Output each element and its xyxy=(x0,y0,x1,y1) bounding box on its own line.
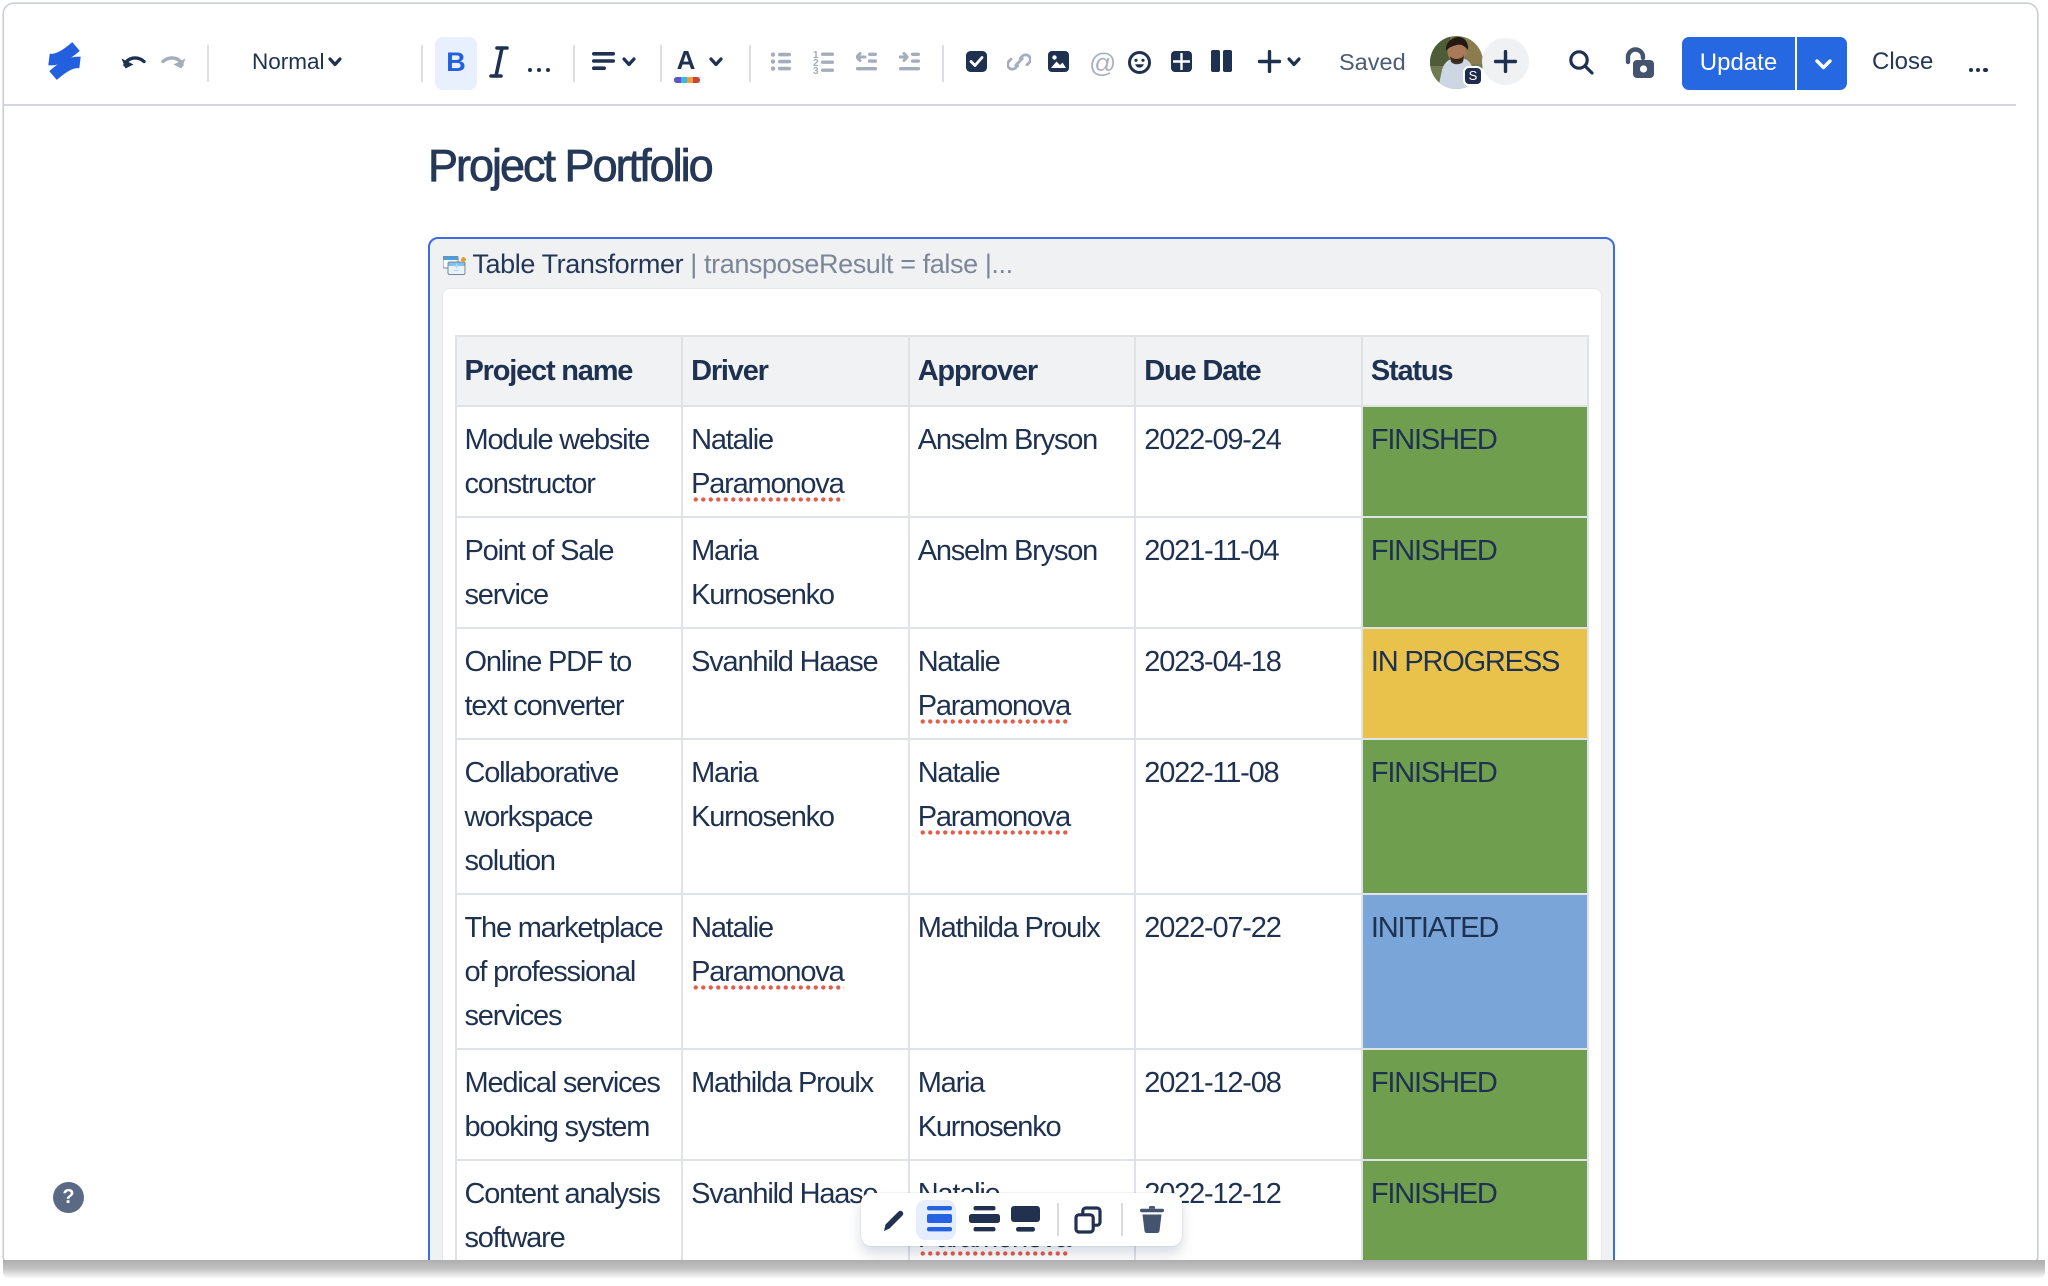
svg-text:2: 2 xyxy=(813,58,819,69)
svg-text:1: 1 xyxy=(813,50,819,61)
svg-text:3: 3 xyxy=(813,66,819,74)
